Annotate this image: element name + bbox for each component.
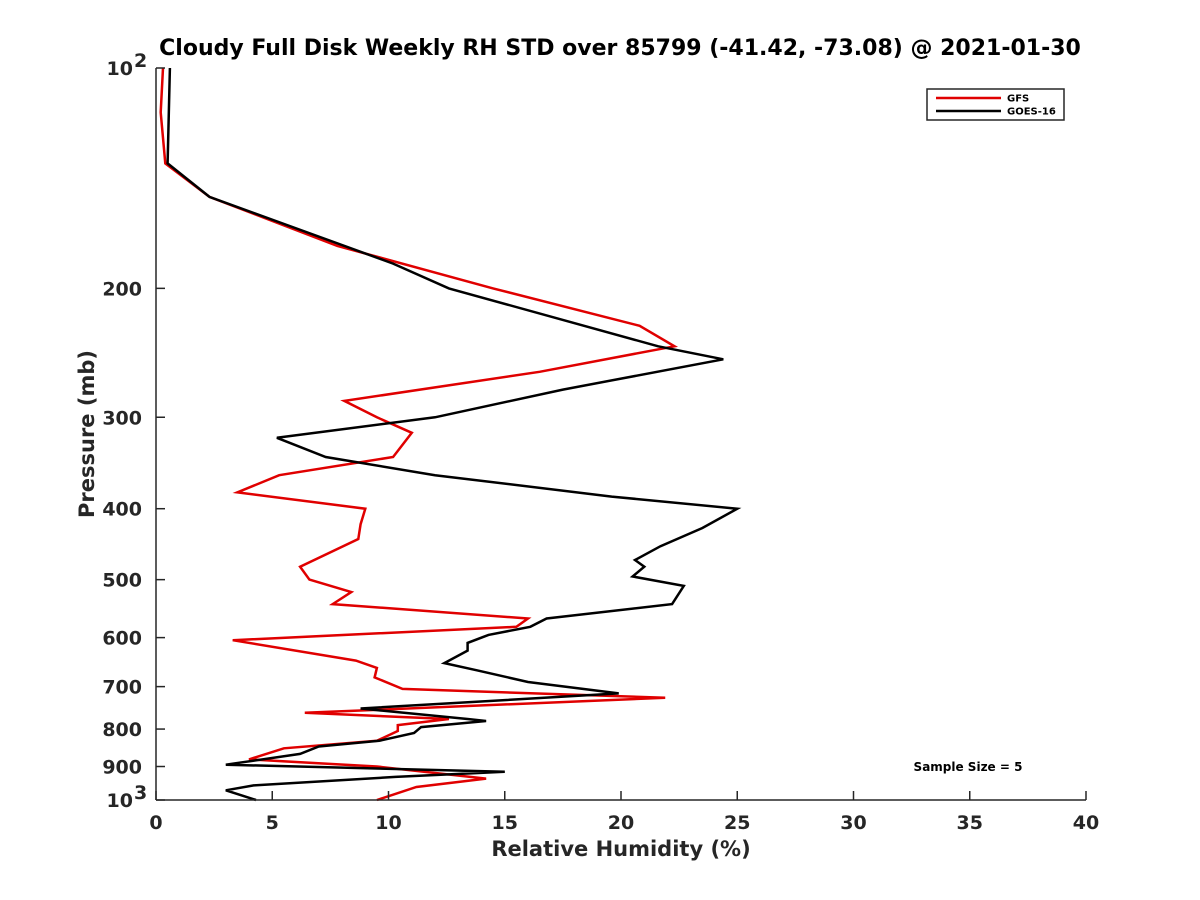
series-line-gfs — [159, 67, 679, 802]
x-tick-label: 20 — [608, 812, 634, 834]
x-tick-label: 35 — [957, 812, 983, 834]
legend-box — [926, 88, 1065, 121]
y-tick-label: 400 — [102, 499, 142, 521]
series-line-goes-16 — [166, 67, 742, 802]
series-layer — [159, 67, 742, 802]
sample-size-annotation: Sample Size = 5 — [914, 760, 1023, 774]
legend-label: GFS — [1007, 94, 1029, 105]
y-tick-label: 500 — [102, 570, 142, 592]
y-tick-label: 300 — [102, 407, 142, 429]
y-tick-label: 700 — [102, 677, 142, 699]
y-tick-label: 900 — [102, 757, 142, 779]
y-tick-exponent: 2 — [134, 50, 147, 72]
x-tick-label: 0 — [149, 812, 162, 834]
legend-label: GOES-16 — [1007, 107, 1056, 118]
x-tick-label: 25 — [724, 812, 750, 834]
chart-title: Cloudy Full Disk Weekly RH STD over 8579… — [159, 36, 1081, 61]
plot-area — [156, 68, 1086, 800]
x-tick-label: 40 — [1073, 812, 1099, 834]
x-tick-label: 30 — [840, 812, 866, 834]
x-axis-label: Relative Humidity (%) — [491, 837, 750, 861]
y-tick-label: 10 — [107, 58, 133, 80]
x-tick-label: 15 — [492, 812, 518, 834]
y-tick-label: 800 — [102, 719, 142, 741]
x-tick-label: 5 — [266, 812, 279, 834]
y-tick-label: 600 — [102, 628, 142, 650]
y-tick-label: 200 — [102, 278, 142, 300]
y-tick-label: 10 — [107, 790, 133, 812]
legend: GFS GOES-16 — [926, 88, 1065, 121]
x-tick-label: 10 — [375, 812, 401, 834]
y-tick-exponent: 3 — [134, 782, 147, 804]
y-axis-label: Pressure (mb) — [75, 350, 99, 518]
